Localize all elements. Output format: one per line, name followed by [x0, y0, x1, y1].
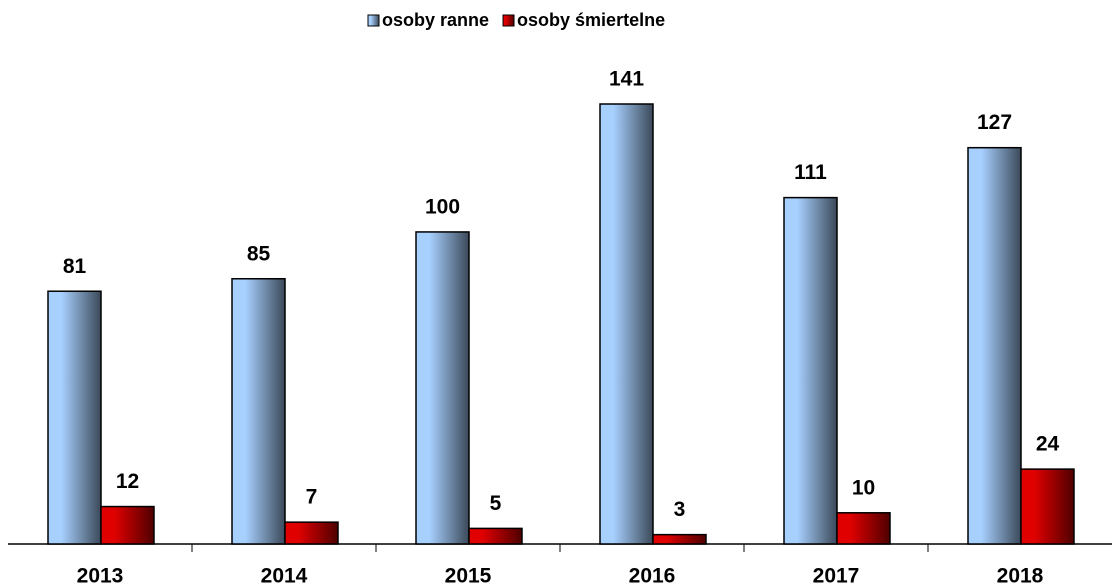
bar — [468, 527, 523, 545]
data-label: 3 — [674, 498, 686, 521]
data-label: 111 — [794, 161, 827, 184]
bar — [836, 512, 891, 545]
legend-label: osoby ranne — [382, 10, 489, 30]
bar — [47, 290, 102, 545]
x-tick-label: 2017 — [813, 565, 860, 587]
bar — [415, 231, 470, 545]
legend-swatch — [367, 14, 380, 27]
bar — [783, 196, 838, 545]
x-tick-label: 2015 — [445, 565, 492, 587]
x-tick-label: 2014 — [261, 565, 308, 587]
x-tick-label: 2013 — [77, 565, 124, 587]
data-label: 81 — [63, 255, 87, 278]
data-label: 10 — [852, 476, 875, 499]
x-tick-label: 2016 — [629, 565, 676, 587]
bar — [1020, 468, 1075, 545]
legend-swatch — [502, 14, 515, 27]
data-label: 24 — [1036, 433, 1060, 456]
data-label: 5 — [490, 492, 502, 515]
data-label: 127 — [977, 111, 1012, 134]
x-tick-label: 2018 — [997, 565, 1044, 587]
data-label: 12 — [116, 470, 139, 493]
data-label: 7 — [306, 486, 318, 509]
bar — [967, 146, 1022, 545]
data-label: 141 — [609, 68, 644, 91]
bar — [231, 278, 286, 545]
data-label: 100 — [425, 195, 460, 218]
data-label: 85 — [247, 242, 271, 265]
bar — [599, 103, 654, 545]
bar — [100, 505, 155, 545]
bar — [284, 521, 339, 545]
legend-label: osoby śmiertelne — [517, 10, 665, 30]
bar — [652, 533, 707, 545]
